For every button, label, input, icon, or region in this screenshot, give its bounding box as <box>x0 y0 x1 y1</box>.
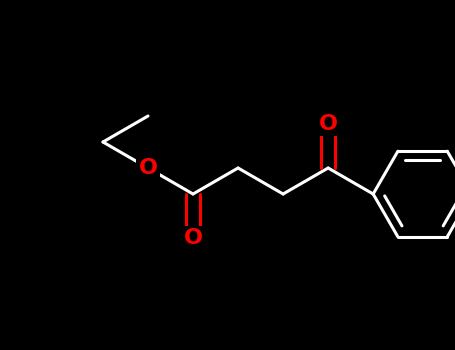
Text: O: O <box>318 114 338 134</box>
Text: O: O <box>183 228 202 248</box>
Text: O: O <box>138 158 157 178</box>
